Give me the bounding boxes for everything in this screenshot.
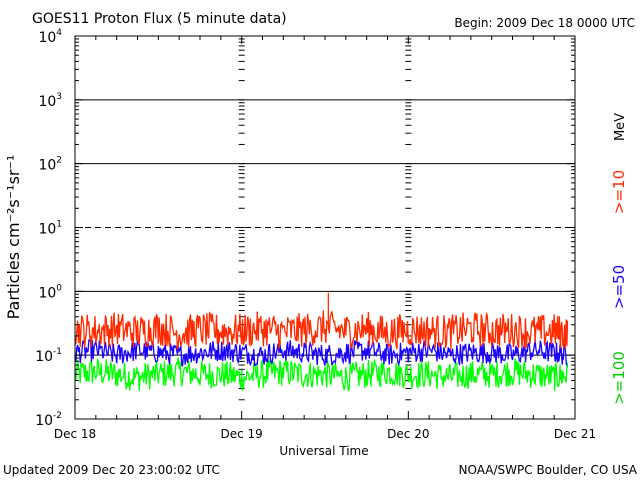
series-line-ge100 — [74, 357, 569, 392]
series-line-ge10 — [74, 310, 569, 350]
x-tick-label: Dec 20 — [387, 427, 429, 441]
updated-label: Updated 2009 Dec 20 23:00:02 UTC — [3, 463, 220, 477]
x-tick-label: Dec 18 — [54, 427, 96, 441]
chart-title: GOES11 Proton Flux (5 minute data) — [32, 11, 287, 27]
credit-label: NOAA/SWPC Boulder, CO USA — [459, 463, 638, 477]
y-tick-label: 101 — [38, 220, 62, 238]
y-tick-label: 100 — [38, 283, 62, 301]
begin-label: Begin: 2009 Dec 18 0000 UTC — [454, 16, 635, 30]
legend-ge10: >=10 — [610, 170, 628, 214]
y-tick-label: 104 — [38, 28, 62, 46]
x-tick-label: Dec 19 — [221, 427, 263, 441]
legend-ge100: >=100 — [610, 351, 628, 405]
series-layer — [74, 292, 569, 392]
x-axis-label: Universal Time — [279, 444, 368, 458]
x-tick-labels: Dec 18 Dec 19 Dec 20 Dec 21 — [54, 427, 596, 441]
x-tick-label: Dec 21 — [554, 427, 596, 441]
y-tick-labels: 10-2 10-1 100 101 102 103 104 — [35, 28, 62, 429]
legend-ge50: >=50 — [610, 265, 628, 309]
series-line-ge50 — [74, 339, 568, 367]
grid-layer — [75, 38, 575, 420]
y-tick-label: 103 — [38, 92, 62, 110]
y-tick-label: 10-1 — [35, 347, 62, 365]
units-label: MeV — [613, 113, 628, 141]
y-tick-label: 102 — [38, 156, 62, 174]
y-tick-label: 10-2 — [35, 411, 62, 429]
axis-layer — [74, 35, 576, 420]
y-axis-label: Particles cm⁻²s⁻¹sr⁻¹ — [4, 155, 23, 320]
